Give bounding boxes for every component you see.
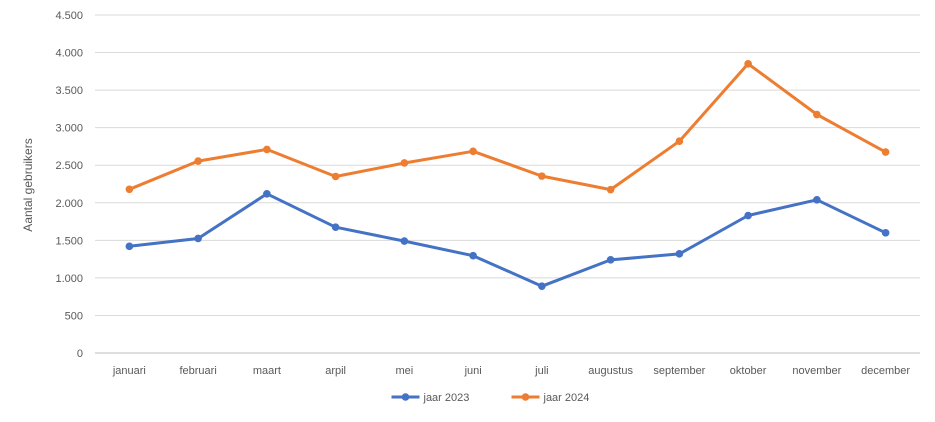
data-point [125,242,134,251]
x-tick-label: mei [396,365,414,377]
legend-label: jaar 2023 [423,392,470,404]
data-point [331,172,340,181]
series-1 [125,189,890,290]
legend-item: jaar 2024 [511,392,590,404]
data-point [813,195,821,204]
y-tick-label: 2.500 [55,160,83,172]
series-2 [125,60,890,194]
x-tick-label: augustus [588,365,633,377]
y-tick-label: 3.000 [55,123,83,135]
data-point [194,234,202,243]
x-tick-label: december [861,365,910,377]
y-tick-label: 4.500 [55,10,83,22]
y-axis-label: Aantal gebruikers [21,138,35,231]
data-point [744,60,752,68]
gridlines [95,14,920,354]
x-tick-label: oktober [730,365,767,377]
data-point [744,211,752,220]
data-point [194,157,202,165]
y-axis-ticks: 0 500 1.000 1.500 2.000 2.500 3.000 3.500 4.000 4… [55,10,83,360]
x-tick-label: januari [112,365,146,377]
x-tick-label: maart [253,365,281,377]
x-tick-label: arpil [325,365,346,377]
data-point [400,159,409,167]
y-tick-label: 1.000 [55,273,83,285]
legend-marker [401,393,410,401]
y-tick-label: 0 [77,348,83,360]
legend-label: jaar 2024 [543,392,590,404]
x-tick-label: september [653,365,705,377]
y-tick-label: 1.500 [55,235,83,247]
data-point [881,229,890,237]
data-point [606,256,615,264]
y-tick-label: 500 [65,310,83,322]
legend: jaar 2023 jaar 2024 [391,392,590,404]
data-point [881,148,890,156]
data-point [538,172,546,180]
x-tick-label: november [792,365,841,377]
series-line [127,192,888,288]
data-point [469,147,477,156]
data-point [675,250,684,258]
data-point [469,251,477,260]
y-tick-label: 2.000 [55,198,83,210]
data-point [400,237,409,245]
data-point [331,223,340,231]
x-axis-ticks: januari februari maart arpil mei juni juli augu… [112,365,911,377]
data-point [263,189,271,198]
x-tick-label: februari [179,365,216,377]
y-tick-label: 3.500 [55,85,83,97]
x-tick-label: juni [464,365,482,377]
legend-item: jaar 2023 [391,392,470,404]
series-line [127,62,888,192]
x-tick-label: juli [534,365,548,377]
data-point [538,282,546,290]
legend-marker [521,393,530,401]
data-point [125,185,134,194]
data-point [813,110,821,119]
data-point [263,145,271,154]
data-point [675,137,684,145]
data-point [606,185,615,194]
y-tick-label: 4.000 [55,48,83,60]
data-series [125,60,890,290]
